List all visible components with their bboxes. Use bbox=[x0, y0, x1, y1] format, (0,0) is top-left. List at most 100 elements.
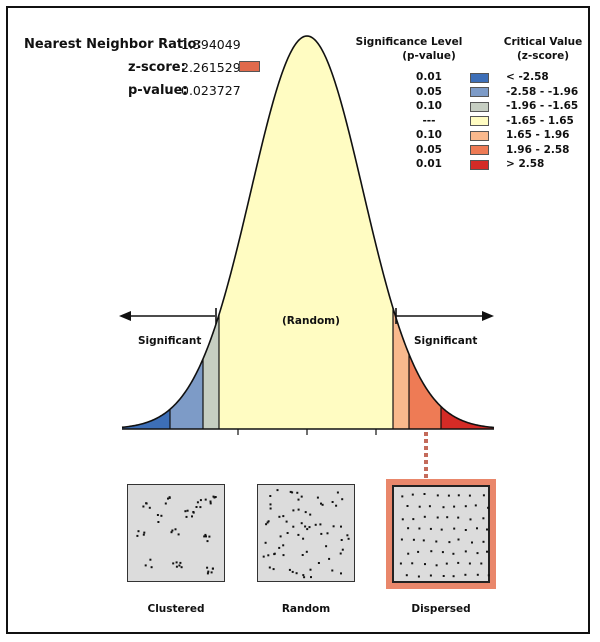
dispersed-point bbox=[464, 529, 467, 531]
dispersed-point bbox=[406, 505, 409, 507]
random-point bbox=[267, 520, 270, 523]
legend-z-range: -1.96 - -1.65 bbox=[506, 100, 579, 112]
legend-z-range: -1.65 - 1.65 bbox=[506, 114, 574, 127]
cluster-point bbox=[206, 566, 209, 569]
left-significance-arrow bbox=[119, 308, 217, 324]
dispersed-point bbox=[468, 494, 471, 497]
dispersed-point bbox=[418, 527, 421, 530]
dispersed-point bbox=[487, 574, 490, 577]
random-point bbox=[308, 526, 311, 529]
dispersed-point bbox=[401, 518, 404, 521]
dispersed-point bbox=[442, 506, 445, 509]
cluster-point bbox=[206, 572, 209, 575]
significance-header: Significance Level bbox=[355, 36, 463, 48]
dispersed-point bbox=[401, 495, 404, 498]
significance-subheader: (p-value) bbox=[402, 50, 456, 62]
right-significant-label: Significant bbox=[414, 335, 478, 347]
random-point bbox=[332, 525, 335, 528]
dispersed-points bbox=[399, 493, 490, 578]
legend-color-swatch bbox=[470, 72, 489, 83]
dispersed-point bbox=[469, 518, 472, 521]
cluster-point bbox=[214, 496, 217, 498]
cluster-point bbox=[208, 535, 211, 538]
random-point bbox=[286, 532, 289, 534]
cluster-point bbox=[167, 497, 169, 500]
legend-color-swatch bbox=[470, 130, 489, 141]
random-point bbox=[269, 495, 272, 497]
cluster-point bbox=[145, 502, 148, 505]
dispersed-point bbox=[453, 505, 456, 508]
critical-value-subheader: (z-score) bbox=[516, 50, 570, 62]
dispersed-point bbox=[471, 541, 473, 544]
cluster-point bbox=[180, 566, 183, 569]
dispersed-point bbox=[436, 516, 439, 519]
dispersed-point bbox=[423, 515, 426, 518]
dispersed-point bbox=[423, 493, 426, 495]
random-point bbox=[300, 522, 303, 525]
clustered-pattern-panel bbox=[127, 484, 225, 582]
random-point bbox=[320, 502, 322, 505]
random-point bbox=[297, 508, 300, 511]
dispersed-point bbox=[447, 494, 450, 497]
cluster-point bbox=[164, 502, 167, 505]
dispersed-point bbox=[407, 527, 410, 530]
dispersed-point bbox=[446, 516, 449, 519]
dispersed-point bbox=[424, 563, 426, 566]
legend-color-swatch bbox=[470, 101, 489, 112]
dispersed-point bbox=[476, 552, 479, 555]
random-point bbox=[347, 537, 350, 540]
dispersed-point bbox=[457, 538, 460, 541]
random-point bbox=[306, 528, 309, 531]
dispersed-point bbox=[435, 540, 438, 543]
dispersed-point bbox=[457, 494, 460, 497]
random-point bbox=[339, 552, 342, 555]
clustered-points bbox=[136, 495, 217, 575]
dispersed-point bbox=[442, 575, 445, 577]
random-point bbox=[291, 570, 294, 573]
dispersed-point bbox=[486, 550, 488, 553]
dispersed-point bbox=[474, 504, 477, 507]
dispersed-point bbox=[405, 574, 408, 577]
legend-p-value: 0.05 bbox=[416, 85, 442, 98]
legend-p-value: 0.01 bbox=[416, 71, 442, 83]
random-point bbox=[326, 532, 329, 535]
random-point bbox=[320, 532, 323, 535]
dispersed-point bbox=[417, 550, 420, 553]
dispersed-point bbox=[464, 505, 467, 508]
p-value-value: 0.023727 bbox=[181, 83, 241, 98]
random-point bbox=[301, 554, 304, 556]
dispersed-point bbox=[457, 561, 460, 564]
random-point bbox=[303, 576, 306, 579]
nnr-label: Nearest Neighbor Ratio: bbox=[24, 37, 202, 52]
dispersed-point bbox=[417, 575, 420, 578]
dispersed-point bbox=[476, 527, 478, 530]
dispersed-point bbox=[482, 517, 485, 520]
cluster-point bbox=[211, 567, 214, 570]
curve-outline bbox=[121, 35, 495, 429]
dispersed-point bbox=[482, 494, 485, 497]
dispersed-point bbox=[440, 528, 443, 531]
legend-p-value: 0.01 bbox=[416, 158, 442, 170]
cluster-point bbox=[150, 566, 153, 569]
random-point bbox=[300, 495, 303, 498]
dispersed-point bbox=[482, 540, 485, 543]
cluster-point bbox=[170, 531, 173, 534]
legend-color-swatch bbox=[470, 159, 489, 170]
region-z-1.65-1.96 bbox=[393, 308, 409, 429]
cluster-point bbox=[199, 506, 202, 509]
cluster-point bbox=[143, 531, 146, 534]
dispersed-point bbox=[400, 538, 403, 541]
cluster-point bbox=[204, 533, 207, 536]
random-point bbox=[340, 572, 342, 575]
cluster-point bbox=[199, 499, 202, 502]
cluster-point bbox=[179, 561, 182, 564]
random-point bbox=[278, 546, 281, 549]
z-score-value: 2.261529 bbox=[181, 60, 241, 75]
cluster-point bbox=[207, 570, 210, 573]
dispersed-point bbox=[418, 505, 421, 508]
random-point bbox=[288, 568, 291, 571]
cluster-point bbox=[175, 561, 178, 564]
cluster-point bbox=[172, 562, 175, 565]
random-point bbox=[331, 569, 334, 572]
